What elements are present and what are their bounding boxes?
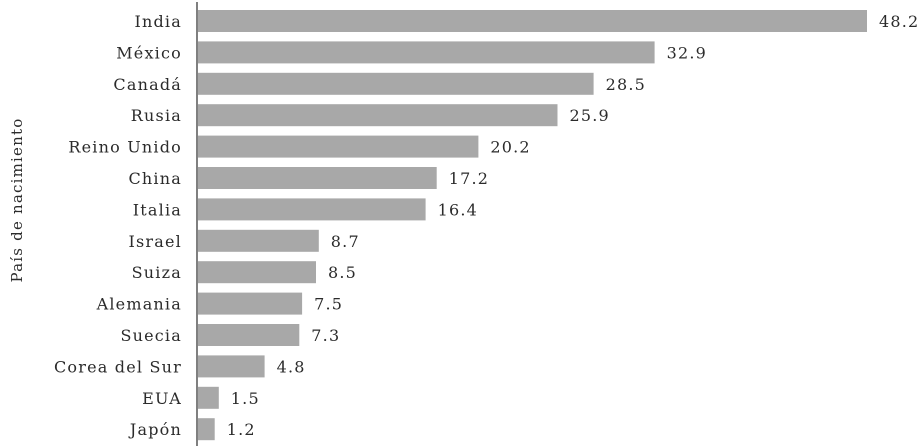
bar-12 (198, 386, 219, 409)
category-label: India (134, 12, 182, 31)
category-label: Alemania (96, 295, 182, 314)
y-axis-label: País de nacimiento (8, 118, 26, 283)
category-label: Japón (128, 420, 182, 439)
value-label: 20.2 (490, 138, 530, 157)
bar-7 (198, 229, 319, 252)
category-label: Suecia (120, 326, 182, 345)
category-label: Canadá (113, 75, 182, 94)
bar-6 (198, 198, 426, 221)
value-label: 1.2 (227, 420, 256, 439)
chart-marks: India 48.2 México 32.9 Canadá 28.5 Rusia 25.9 Re… (54, 10, 919, 441)
value-label: 1.5 (231, 389, 260, 408)
value-label: 8.5 (328, 263, 357, 282)
bar-13 (198, 418, 215, 441)
category-label: Suiza (132, 263, 182, 282)
bar-3 (198, 104, 558, 127)
value-label: 48.2 (879, 12, 919, 31)
category-label: EUA (142, 389, 182, 408)
bar-0 (198, 10, 867, 32)
bar-8 (198, 261, 316, 284)
bar-4 (198, 135, 479, 158)
value-label: 16.4 (438, 200, 478, 219)
bar-9 (198, 292, 303, 315)
value-label: 17.2 (449, 169, 489, 188)
category-label: México (116, 43, 182, 62)
value-label: 8.7 (331, 232, 360, 251)
bar-5 (198, 167, 437, 189)
value-label: 32.9 (667, 43, 707, 62)
category-label: Corea del Sur (54, 357, 182, 376)
value-label: 7.3 (311, 326, 340, 345)
category-label: China (128, 169, 182, 188)
bar-2 (198, 72, 594, 95)
category-label: Italia (133, 200, 182, 219)
value-label: 7.5 (314, 295, 343, 314)
bar-1 (198, 41, 655, 64)
value-label: 28.5 (606, 75, 646, 94)
value-label: 25.9 (570, 106, 610, 125)
value-label: 4.8 (277, 357, 306, 376)
category-label: Rusia (131, 106, 182, 125)
category-label: Reino Unido (68, 138, 182, 157)
category-label: Israel (128, 232, 182, 251)
bar-11 (198, 355, 265, 378)
bar-10 (198, 324, 300, 346)
